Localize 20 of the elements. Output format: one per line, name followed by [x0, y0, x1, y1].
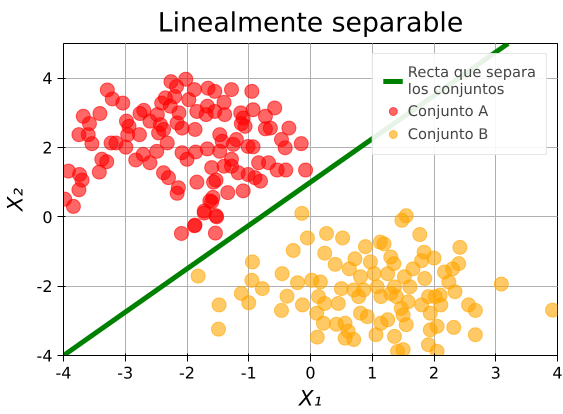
- x-tick-label: -1: [240, 364, 257, 382]
- x-tick-label: 4: [552, 364, 563, 382]
- legend-label: Conjunto B: [408, 126, 488, 142]
- x-tick-label: -4: [56, 364, 72, 382]
- chart-title: Linealmente separable: [158, 8, 464, 38]
- y-tick-label: 0: [42, 208, 53, 227]
- x-axis-title: X₁: [298, 386, 322, 412]
- y-tick-label: -2: [36, 277, 52, 296]
- x-tick-label: 2: [428, 364, 440, 382]
- x-tick-label: 1: [367, 364, 378, 382]
- legend-label: Recta que separa los conjuntos: [408, 64, 536, 98]
- x-tick-label: -3: [117, 364, 134, 382]
- x-tick-label: 0: [305, 364, 316, 382]
- y-tick-label: -4: [36, 346, 52, 366]
- y-tick-label: 2: [42, 138, 53, 158]
- legend-label: Conjunto A: [408, 102, 488, 120]
- x-tick-label: 3: [490, 364, 501, 382]
- y-axis-title: X₂: [4, 187, 29, 212]
- x-tick-label: -2: [179, 364, 195, 382]
- y-tick-label: 4: [42, 69, 53, 88]
